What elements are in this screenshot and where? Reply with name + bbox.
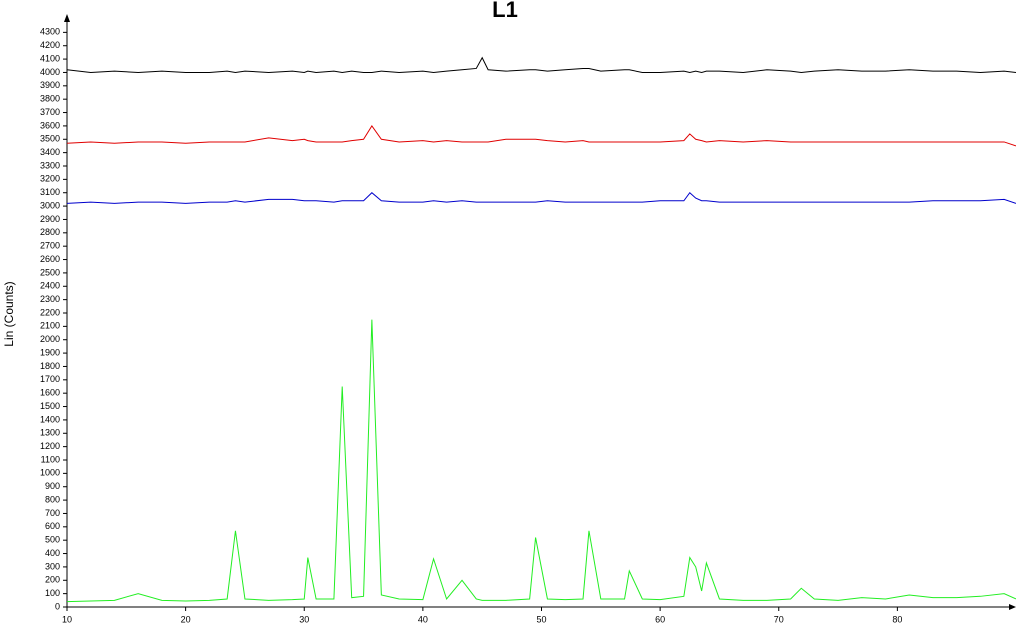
y-tick-label: 1800 xyxy=(40,361,60,371)
y-tick-label: 2800 xyxy=(40,227,60,237)
y-axis-arrow xyxy=(64,14,70,22)
y-tick-label: 3600 xyxy=(40,120,60,130)
y-tick-label: 4100 xyxy=(40,53,60,63)
y-tick-label: 1300 xyxy=(40,428,60,438)
y-tick-label: 2600 xyxy=(40,254,60,264)
x-tick-label: 40 xyxy=(418,614,428,624)
y-tick-label: 2100 xyxy=(40,321,60,331)
x-tick-label: 80 xyxy=(892,614,902,624)
y-tick-label: 1400 xyxy=(40,414,60,424)
y-tick-label: 3200 xyxy=(40,174,60,184)
y-tick-label: 500 xyxy=(45,535,60,545)
series-line xyxy=(66,191,1016,204)
y-tick-label: 900 xyxy=(45,481,60,491)
y-tick-label: 1700 xyxy=(40,374,60,384)
y-tick-label: 3400 xyxy=(40,147,60,157)
y-tick-label: 3900 xyxy=(40,80,60,90)
x-axis-arrow xyxy=(1009,604,1016,610)
y-tick-label: 1000 xyxy=(40,468,60,478)
chart-title: L1 xyxy=(492,0,518,22)
y-tick-label: 300 xyxy=(45,561,60,571)
y-tick-label: 3500 xyxy=(40,134,60,144)
series-line xyxy=(66,125,1016,147)
y-tick-label: 2000 xyxy=(40,334,60,344)
y-tick-label: 700 xyxy=(45,508,60,518)
y-tick-label: 1500 xyxy=(40,401,60,411)
y-tick-label: 200 xyxy=(45,575,60,585)
y-tick-label: 0 xyxy=(55,601,60,611)
y-tick-label: 3300 xyxy=(40,160,60,170)
y-tick-label: 3000 xyxy=(40,200,60,210)
x-tick-label: 10 xyxy=(62,614,72,624)
y-tick-label: 100 xyxy=(45,588,60,598)
y-tick-label: 1900 xyxy=(40,347,60,357)
y-tick-label: 4300 xyxy=(40,27,60,37)
y-tick-label: 4200 xyxy=(40,40,60,50)
y-tick-label: 1100 xyxy=(41,454,60,464)
y-tick-label: 800 xyxy=(45,494,60,504)
x-tick-label: 20 xyxy=(181,614,191,624)
y-tick-label: 3800 xyxy=(40,94,60,104)
y-tick-label: 1200 xyxy=(40,441,60,451)
y-tick-label: 2200 xyxy=(40,307,60,317)
x-tick-label: 30 xyxy=(299,614,309,624)
y-tick-label: 2700 xyxy=(40,241,60,251)
y-tick-label: 2900 xyxy=(40,214,60,224)
y-tick-label: 4000 xyxy=(40,67,60,77)
y-tick-label: 3700 xyxy=(40,107,60,117)
y-tick-label: 600 xyxy=(45,521,60,531)
series-line xyxy=(66,319,1016,603)
y-tick-label: 3100 xyxy=(40,187,60,197)
x-tick-label: 70 xyxy=(774,614,784,624)
y-tick-label: 1600 xyxy=(40,388,60,398)
y-axis-label: Lin (Counts) xyxy=(2,281,16,346)
x-tick-label: 60 xyxy=(655,614,665,624)
y-tick-label: 400 xyxy=(45,548,60,558)
y-tick-label: 2400 xyxy=(40,281,60,291)
y-tick-label: 2300 xyxy=(40,294,60,304)
y-tick-label: 2500 xyxy=(40,267,60,277)
x-tick-label: 50 xyxy=(536,614,546,624)
series-line xyxy=(66,56,1016,73)
